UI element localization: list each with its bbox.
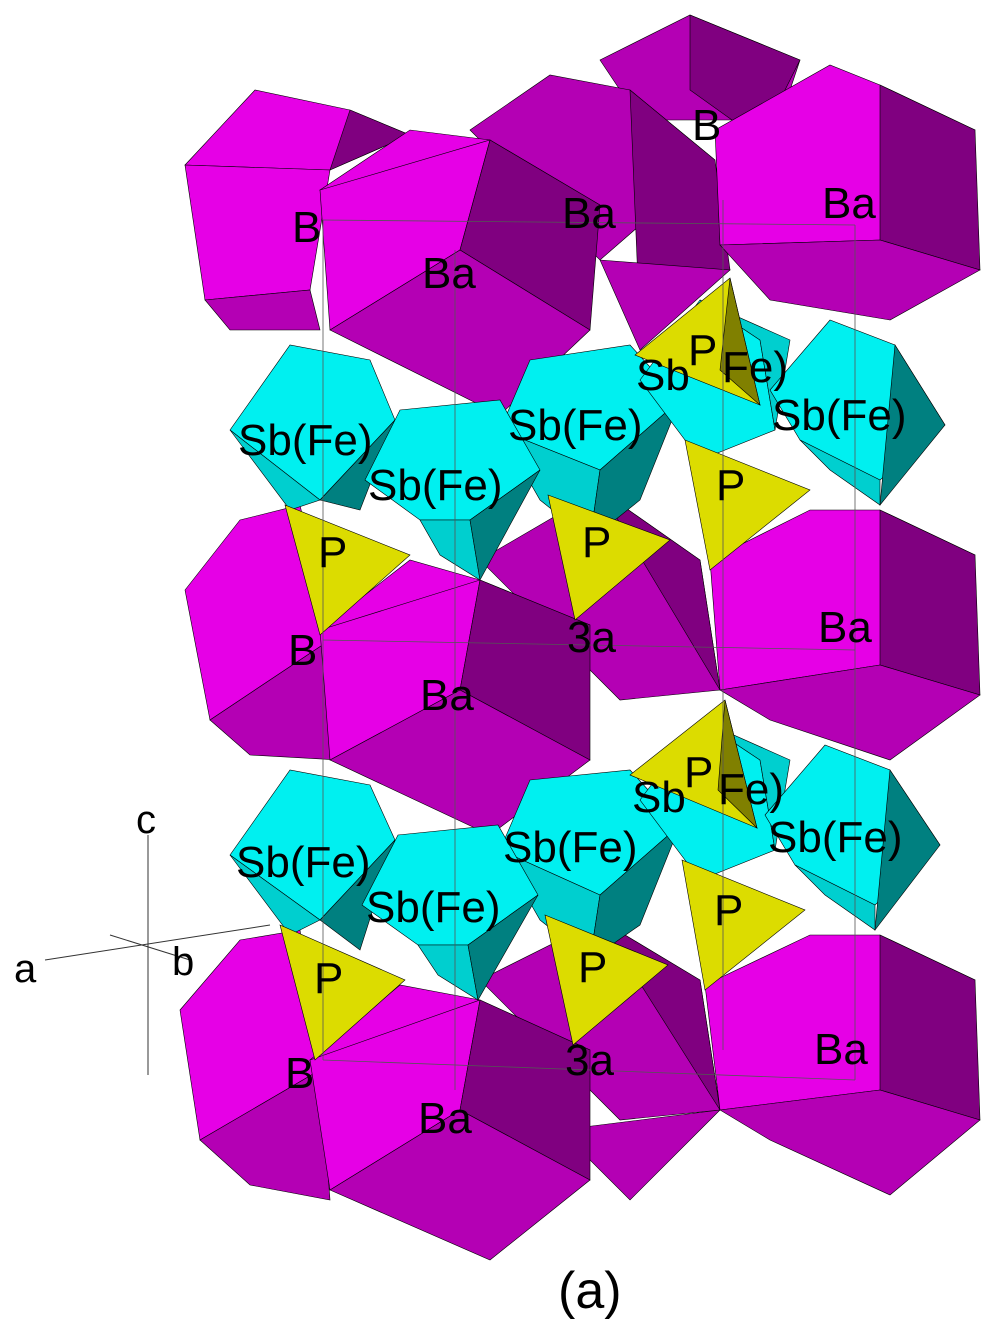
ba-polyhedron-bottom-left	[179, 929, 331, 1201]
ba-label-tail-mid: 3a	[567, 613, 616, 662]
ba-polyhedron-bottom-front	[309, 984, 591, 1261]
ba-label-bottom-front: Ba	[418, 1094, 472, 1143]
sbfe-label-1a: Sb(Fe)	[238, 416, 372, 465]
ba-polyhedron-top-right	[714, 64, 981, 321]
crystal-axes	[44, 835, 271, 1075]
sbfe-label-1b: Sb(Fe)	[508, 401, 642, 450]
ba-label-partial-top-back: B	[692, 101, 721, 150]
p-tetrahedron-top-dark	[634, 277, 761, 406]
p-label-2c: P	[714, 886, 743, 935]
p-label-top-dark: P	[688, 326, 717, 375]
sbfe-label-2e: Sb(Fe)	[366, 883, 500, 932]
sbfe-octahedron-1d	[769, 319, 946, 506]
b-axis-line	[109, 934, 191, 961]
ba-label-partial-top-left: B	[292, 203, 321, 252]
sb-label-partial-1: Sb	[636, 351, 690, 400]
p-tetrahedron-mid-dark	[629, 699, 758, 829]
p-label-2b: P	[578, 943, 607, 992]
p-tetrahedron-2b	[544, 914, 669, 1046]
p-tetrahedron-1c	[684, 439, 811, 571]
p-label-mid-dark: P	[684, 748, 713, 797]
ba-label-partial-mid-left: B	[288, 626, 317, 675]
p-label-2a: P	[314, 954, 343, 1003]
sbfe-label-2b: Sb(Fe)	[503, 823, 637, 872]
ba-polyhedron-mid-right	[709, 509, 981, 761]
ba-polyhedron-mid-left	[184, 504, 341, 761]
unit-cell-outline	[322, 200, 856, 1090]
ba-polyhedron-bottom-right	[704, 934, 981, 1196]
fe-label-partial-2: Fe)	[718, 765, 784, 814]
ba-label-mid-right: Ba	[818, 603, 872, 652]
sbfe-octahedron-1e	[364, 399, 541, 581]
p-label-1a: P	[318, 528, 347, 577]
sbfe-label-1e: Sb(Fe)	[368, 461, 502, 510]
figure-caption: (a)	[558, 1262, 622, 1320]
ba-label-top-front: Ba	[422, 249, 476, 298]
sbfe-octahedron-2a	[229, 769, 396, 951]
p-tetrahedron-2c	[681, 859, 806, 991]
ba-label-top-right: Ba	[822, 179, 876, 228]
p-label-1c: P	[716, 461, 745, 510]
sbfe-octahedron-2e	[361, 824, 539, 1001]
sbfe-octahedron-1a	[229, 344, 396, 511]
p-label-1b: P	[582, 518, 611, 567]
sbfe-label-2d: Sb(Fe)	[768, 813, 902, 862]
a-axis-line	[44, 924, 271, 961]
axis-label-a: a	[14, 947, 37, 991]
axis-label-c: c	[136, 798, 156, 842]
p-tetrahedron-1b	[547, 494, 671, 621]
ba-label-bottom-right: Ba	[814, 1025, 868, 1074]
ba-polyhedron-top-center-back	[469, 74, 731, 351]
axis-label-b: b	[172, 940, 194, 984]
ba-label-top-center: Ba	[562, 189, 616, 238]
sbfe-label-1d: Sb(Fe)	[772, 391, 906, 440]
ba-label-partial-bottom-left: B	[285, 1049, 314, 1098]
p-tetrahedron-2a	[279, 924, 406, 1061]
fe-label-partial-1: Fe)	[722, 343, 788, 392]
sbfe-label-2a: Sb(Fe)	[236, 838, 370, 887]
ba-label-mid-front: Ba	[420, 671, 474, 720]
ba-label-tail-bottom: 3a	[565, 1036, 614, 1085]
p-tetrahedron-1a	[284, 504, 411, 636]
ba-polyhedron-top-left	[184, 89, 411, 331]
sb-label-partial-2: Sb	[632, 773, 686, 822]
